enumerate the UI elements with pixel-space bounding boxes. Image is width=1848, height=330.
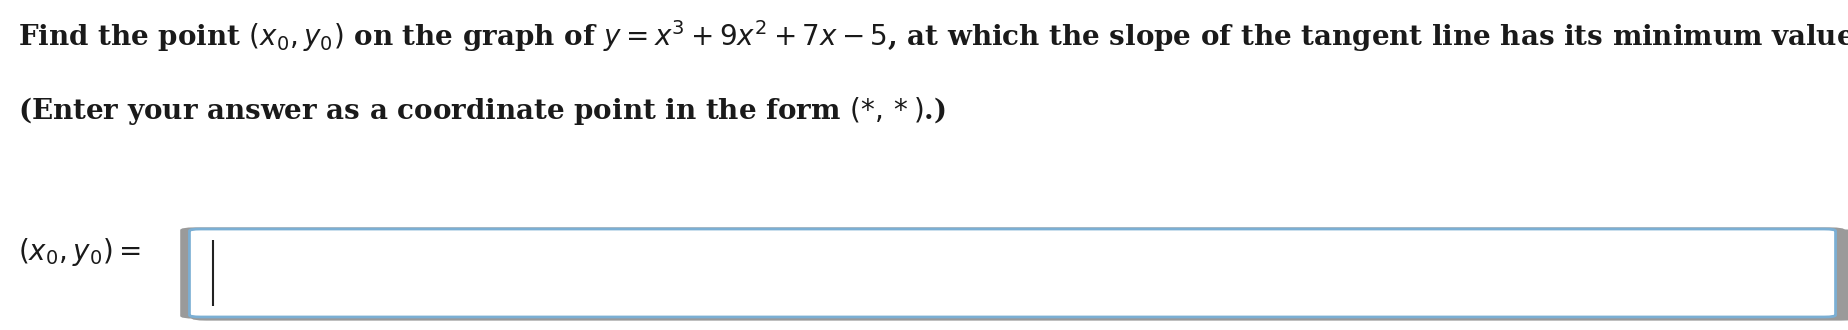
FancyBboxPatch shape xyxy=(190,229,1835,317)
Text: (Enter your answer as a coordinate point in the form $(*, *)$.): (Enter your answer as a coordinate point… xyxy=(18,95,946,127)
FancyBboxPatch shape xyxy=(207,232,1818,314)
FancyBboxPatch shape xyxy=(181,227,1844,319)
FancyBboxPatch shape xyxy=(192,229,1848,321)
Text: Find the point $(x_0, y_0)$ on the graph of $y = x^3 + 9x^2 + 7x - 5$, at which : Find the point $(x_0, y_0)$ on the graph… xyxy=(18,18,1848,54)
Text: $(x_0, y_0) =$: $(x_0, y_0) =$ xyxy=(18,236,140,268)
